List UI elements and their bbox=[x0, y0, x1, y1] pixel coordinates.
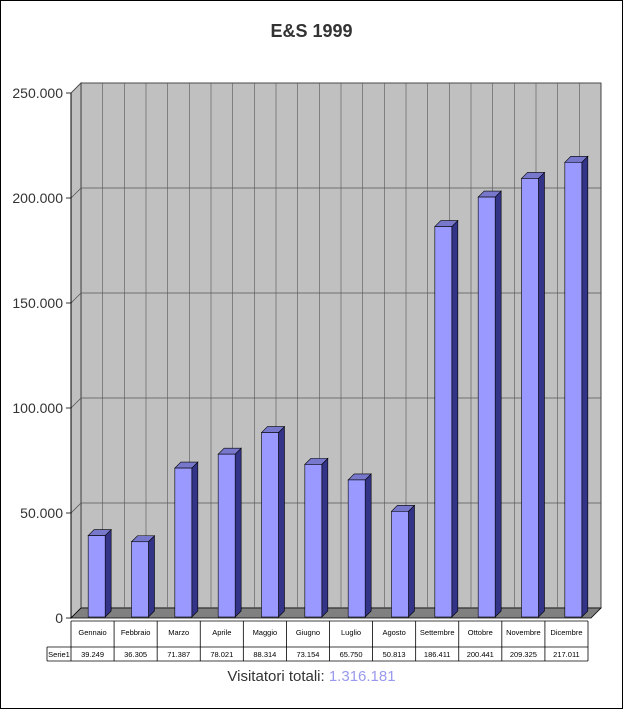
bar bbox=[347, 479, 366, 618]
bar bbox=[521, 178, 539, 618]
table-value: 50.813 bbox=[383, 650, 406, 659]
table-value: 36.305 bbox=[124, 650, 147, 659]
table-value: 200.441 bbox=[467, 650, 494, 659]
bar bbox=[131, 541, 149, 618]
y-tick-label: 100.000 bbox=[12, 400, 63, 416]
bar bbox=[87, 535, 106, 618]
bar-side bbox=[494, 190, 502, 618]
x-category-label: Marzo bbox=[168, 628, 189, 637]
table-value: 209.325 bbox=[510, 650, 537, 659]
bar bbox=[477, 196, 496, 618]
table-value: 39.249 bbox=[81, 650, 104, 659]
bar bbox=[174, 467, 193, 618]
gridline-h-side bbox=[70, 187, 82, 199]
x-category-label: Maggio bbox=[253, 628, 278, 637]
x-category-label: Novembre bbox=[506, 628, 541, 637]
y-tick-label: 0 bbox=[55, 610, 63, 626]
x-category-label: Agosto bbox=[382, 628, 405, 637]
gridline-h-side bbox=[70, 502, 82, 514]
bar bbox=[391, 510, 409, 618]
total-visitors: Visitatori totali: 1.316.181 bbox=[1, 668, 622, 685]
table-value: 78.021 bbox=[210, 650, 233, 659]
y-tick-label: 200.000 bbox=[12, 190, 63, 206]
table-value: 73.154 bbox=[296, 650, 319, 659]
x-category-label: Luglio bbox=[341, 628, 361, 637]
table-series-name: Serie1 bbox=[48, 650, 70, 659]
y-tick-label: 250.000 bbox=[12, 85, 63, 101]
total-visitors-value: 1.316.181 bbox=[328, 668, 396, 685]
bar-side bbox=[104, 528, 112, 618]
chart-title: E&S 1999 bbox=[270, 21, 353, 41]
bar-side bbox=[321, 457, 329, 618]
table-value: 65.750 bbox=[340, 650, 363, 659]
bar bbox=[261, 432, 279, 618]
table-value: 186.411 bbox=[424, 650, 451, 659]
bar-side bbox=[148, 535, 155, 618]
bar-side bbox=[234, 447, 242, 618]
bar-side bbox=[581, 155, 589, 618]
total-visitors-label: Visitatori totali: bbox=[227, 668, 325, 685]
y-tick-label: 150.000 bbox=[12, 295, 63, 311]
bar bbox=[217, 453, 236, 618]
bar-side bbox=[538, 171, 545, 618]
bar-side bbox=[278, 425, 285, 618]
bar-side bbox=[408, 504, 415, 618]
x-category-label: Aprile bbox=[212, 628, 231, 637]
x-category-label: Febbraio bbox=[121, 628, 151, 637]
bar-side bbox=[451, 219, 459, 618]
side-wall bbox=[70, 82, 82, 619]
bar bbox=[434, 226, 453, 618]
x-category-label: Gennaio bbox=[78, 628, 106, 637]
bar-side bbox=[191, 461, 199, 618]
bar bbox=[564, 161, 583, 618]
x-category-label: Giugno bbox=[296, 628, 320, 637]
y-tick-label: 50.000 bbox=[20, 505, 63, 521]
gridline-h-side bbox=[70, 397, 82, 409]
gridline-h-side bbox=[70, 82, 82, 94]
x-category-label: Dicembre bbox=[550, 628, 582, 637]
table-value: 71.387 bbox=[167, 650, 190, 659]
table-value: 88.314 bbox=[253, 650, 276, 659]
x-category-label: Settembre bbox=[420, 628, 455, 637]
gridline-h-side bbox=[70, 292, 82, 304]
x-category-label: Ottobre bbox=[468, 628, 493, 637]
bar-side bbox=[364, 473, 372, 618]
bar bbox=[304, 464, 323, 618]
table-value: 217.011 bbox=[553, 650, 580, 659]
